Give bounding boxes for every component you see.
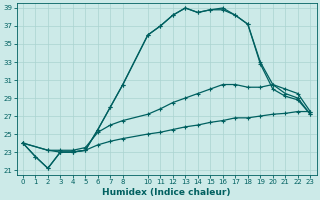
- X-axis label: Humidex (Indice chaleur): Humidex (Indice chaleur): [102, 188, 231, 197]
